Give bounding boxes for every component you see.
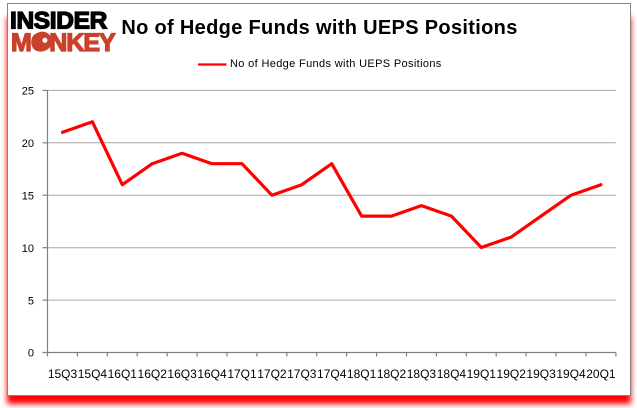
svg-text:20: 20 — [22, 138, 34, 150]
svg-text:19Q3: 19Q3 — [526, 367, 556, 381]
svg-text:17Q2: 17Q2 — [257, 367, 287, 381]
svg-text:16Q1: 16Q1 — [108, 367, 138, 381]
svg-text:INSIDER: INSIDER — [10, 8, 108, 35]
svg-text:15Q3: 15Q3 — [48, 367, 78, 381]
svg-text:25: 25 — [22, 86, 34, 98]
svg-text:No of Hedge Funds with UEPS Po: No of Hedge Funds with UEPS Positions — [121, 17, 517, 39]
svg-text:18Q3: 18Q3 — [407, 367, 437, 381]
svg-text:16Q2: 16Q2 — [138, 367, 168, 381]
svg-text:19Q2: 19Q2 — [497, 367, 527, 381]
svg-text:20Q1: 20Q1 — [586, 367, 616, 381]
svg-text:18Q4: 18Q4 — [437, 367, 467, 381]
svg-text:15Q4: 15Q4 — [78, 367, 108, 381]
svg-text:18Q2: 18Q2 — [377, 367, 407, 381]
svg-text:16Q4: 16Q4 — [197, 367, 227, 381]
svg-text:17Q1: 17Q1 — [227, 367, 257, 381]
svg-text:5: 5 — [28, 295, 34, 307]
svg-text:15: 15 — [22, 190, 34, 202]
svg-text:10: 10 — [22, 243, 34, 255]
svg-text:19Q1: 19Q1 — [467, 367, 497, 381]
svg-text:17Q3: 17Q3 — [287, 367, 317, 381]
svg-text:19Q4: 19Q4 — [556, 367, 586, 381]
svg-text:17Q4: 17Q4 — [317, 367, 347, 381]
svg-text:18Q1: 18Q1 — [347, 367, 377, 381]
svg-text:MONKEY: MONKEY — [11, 29, 116, 57]
svg-text:16Q3: 16Q3 — [167, 367, 197, 381]
svg-text:0: 0 — [28, 348, 34, 360]
svg-text:No of Hedge Funds with UEPS Po: No of Hedge Funds with UEPS Positions — [230, 58, 442, 70]
